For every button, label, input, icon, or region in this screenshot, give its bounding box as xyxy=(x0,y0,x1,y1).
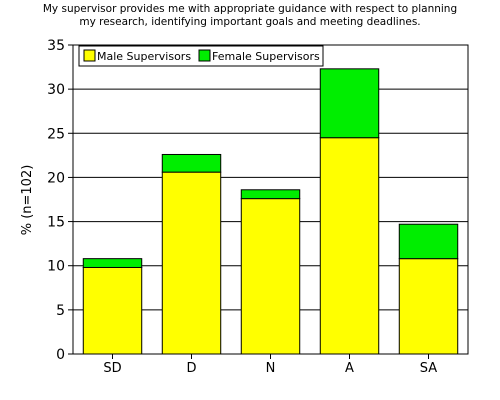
bar-segment-female-d xyxy=(161,153,222,173)
y-tick-label: 15 xyxy=(47,215,65,231)
y-tick-label: 10 xyxy=(47,259,65,275)
x-tick-label-n: N xyxy=(266,361,276,376)
bar-segment-female-sd xyxy=(82,258,143,268)
bar-segment-male-sa xyxy=(398,258,459,355)
y-axis-label: % (n=102) xyxy=(20,165,35,236)
bar-segment-male-n xyxy=(240,198,301,355)
chart-title-line-2: my research, identifying important goals… xyxy=(79,16,421,28)
bar-segment-male-a xyxy=(319,137,380,355)
bar-segment-female-n xyxy=(240,189,301,200)
legend-label-male: Male Supervisors xyxy=(97,50,191,63)
y-tick-label: 35 xyxy=(47,38,65,54)
legend-swatch-male xyxy=(83,49,96,62)
bar-segment-female-a xyxy=(319,68,380,139)
bar-segment-female-sa xyxy=(398,223,459,260)
legend: Male Supervisors Female Supervisors xyxy=(78,45,324,67)
bar-segment-male-sd xyxy=(82,266,143,355)
y-tick-label: 5 xyxy=(56,303,65,319)
legend-swatch-female xyxy=(198,49,211,62)
y-tick-label: 0 xyxy=(56,347,65,363)
x-tick-label-sa: SA xyxy=(420,361,437,376)
y-tick-label: 30 xyxy=(47,82,65,98)
chart-title-line-1: My supervisor provides me with appropria… xyxy=(42,3,458,15)
bars xyxy=(82,68,459,355)
x-tick-label-sd: SD xyxy=(103,361,121,376)
bar-segment-male-d xyxy=(161,171,222,355)
x-tick-label-a: A xyxy=(345,361,354,376)
y-tick-label: 25 xyxy=(47,126,65,142)
y-tick-label: 20 xyxy=(47,170,65,186)
chart-title: My supervisor provides me with appropria… xyxy=(0,3,500,29)
x-tick-label-d: D xyxy=(186,361,196,376)
axes: 0 5 10 15 20 25 30 35 SD D N A SA xyxy=(47,38,437,376)
legend-label-female: Female Supervisors xyxy=(212,50,320,63)
